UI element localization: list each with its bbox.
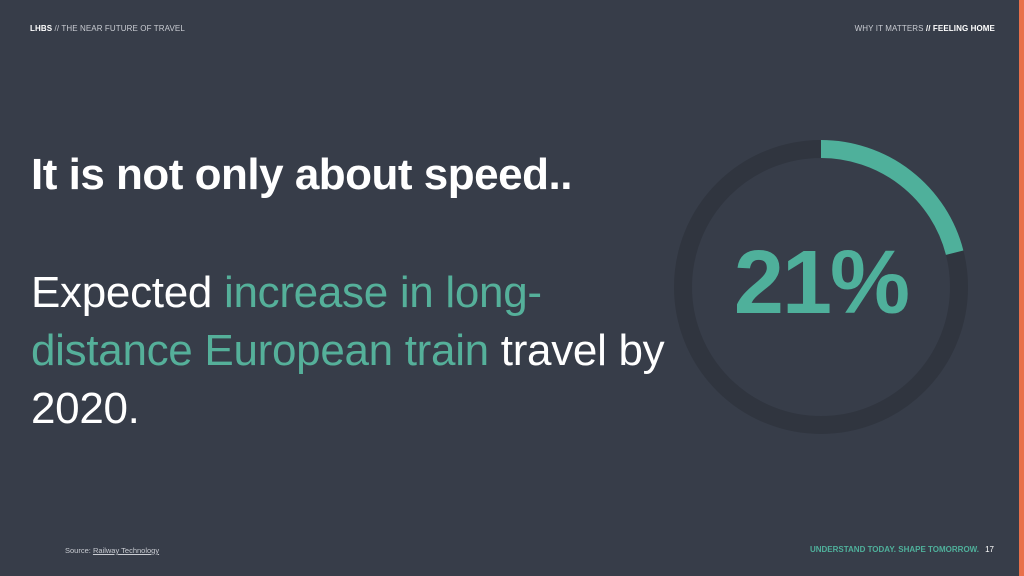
body-text-end: travel by 2020. — [31, 326, 665, 433]
brand-label: LHBS — [30, 24, 53, 33]
header-right: WHY IT MATTERS // FEELING HOME — [855, 24, 995, 33]
source-link[interactable]: Railway Technology — [92, 546, 160, 555]
slide-title: It is not only about speed.. — [31, 150, 572, 199]
body-highlight: increase in long-distance European train — [31, 268, 542, 375]
header-separator-right: // — [923, 24, 933, 33]
tagline: UNDERSTAND TODAY. SHAPE TOMORROW. — [809, 545, 979, 554]
edge-accent-bar — [1019, 0, 1024, 576]
section-label: WHY IT MATTERS — [854, 24, 924, 33]
slide-body: Expected increase in long-distance Europ… — [31, 264, 671, 438]
page-number: 17 — [985, 545, 994, 554]
source-citation: Source: Railway Technology — [65, 546, 159, 555]
topic-label: FEELING HOME — [932, 24, 995, 33]
progress-ring — [674, 140, 968, 434]
deck-title: THE NEAR FUTURE OF TRAVEL — [61, 24, 185, 33]
header-left: LHBS // THE NEAR FUTURE OF TRAVEL — [30, 24, 185, 33]
header-separator: // — [52, 24, 62, 33]
source-label: Source: — [65, 546, 93, 555]
stat-value: 21% — [733, 233, 910, 333]
body-text-start: Expected — [31, 268, 224, 317]
progress-ring-arc — [820, 140, 964, 256]
